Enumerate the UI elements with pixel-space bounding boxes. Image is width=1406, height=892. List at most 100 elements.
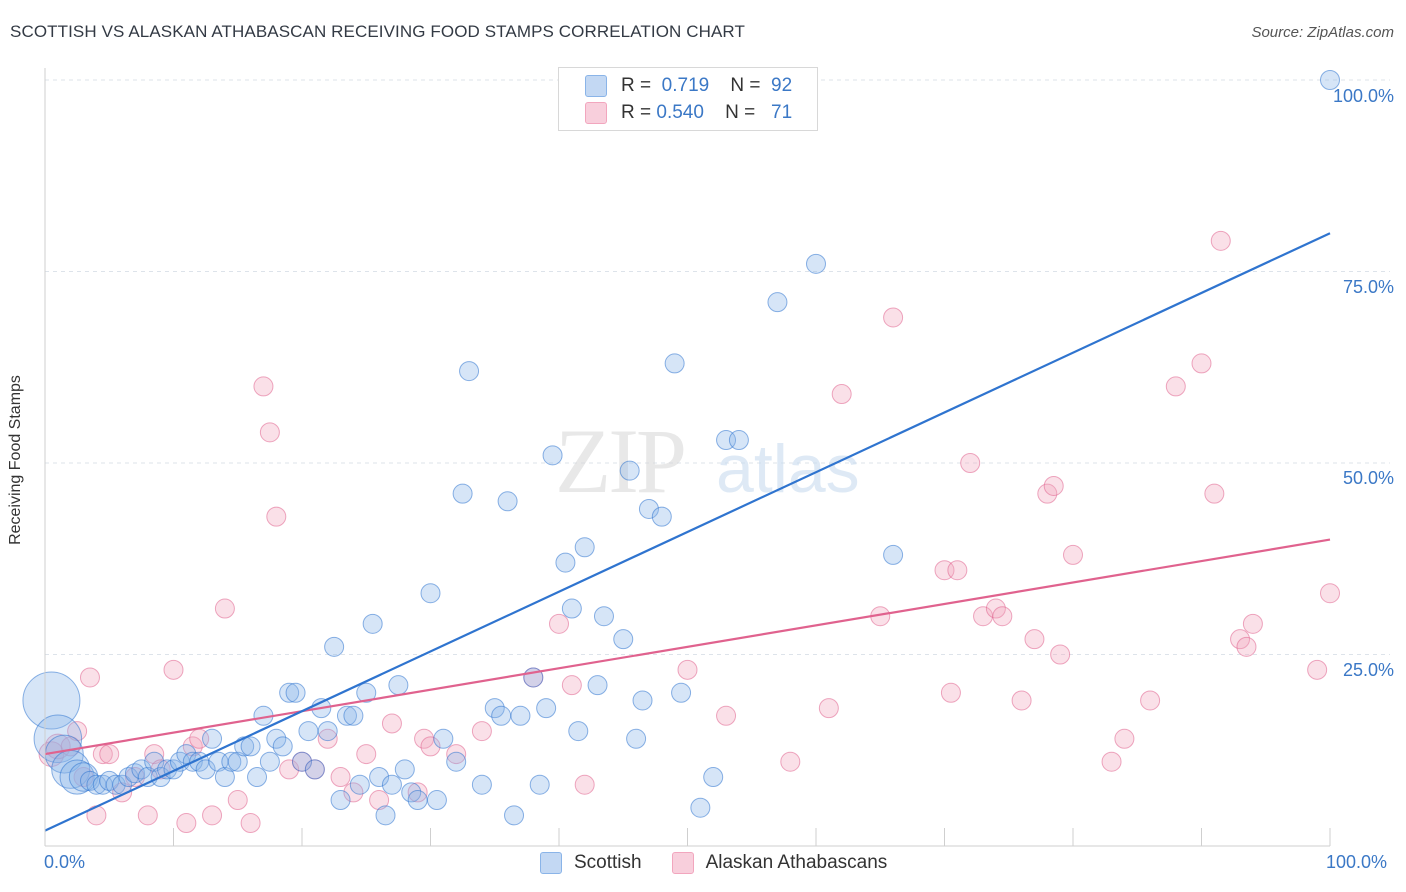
scottish-point [279,682,300,703]
zipatlas-watermark: ZIP atlas [555,410,860,512]
scottish-point [317,721,338,742]
scottish-point [420,583,441,604]
alaskan-point [446,744,467,765]
scottish-point [568,721,589,742]
alaskan-point [1320,583,1340,604]
scottish-point [728,430,749,451]
scottish-point [452,483,473,504]
alaskan-point [369,790,390,811]
gridlines [45,79,1390,655]
scottish-point [292,751,312,772]
scottish-point [381,774,402,795]
alaskan-point [73,767,94,788]
x-tick-100: 100.0% [1326,852,1388,872]
alaskan-legend-label: Alaskan Athabascans [705,852,888,873]
scottish-point [529,774,550,795]
scottish-point [555,552,576,573]
alaskan-point [818,698,839,719]
scottish-point [59,759,95,795]
alaskan-n-value: 71 [771,102,793,123]
scottish-point [124,763,145,784]
alaskan-point [407,782,428,803]
alaskan-point [240,813,261,834]
legend-item-alaskan[interactable]: Alaskan Athabascans [671,852,888,874]
scottish-point [356,682,377,703]
scottish-point [536,698,557,719]
alaskan-point [1140,690,1161,711]
axes [44,68,1331,847]
alaskan-point [883,307,904,328]
scottish-point [651,506,672,527]
scottish-point [446,751,467,772]
scottish-point [574,537,595,558]
alaskan-swatch [671,852,694,874]
alaskan-point [1114,728,1135,749]
scottish-point [247,767,268,788]
trend-lines [44,232,1331,832]
scottish-point [394,759,415,780]
x-tick-0: 0.0% [44,852,86,872]
alaskan-point [574,774,595,795]
scottish-point [587,675,608,696]
scottish-point [806,253,826,274]
alaskan-point [549,613,569,634]
alaskan-point [317,728,338,749]
legend-item-scottish[interactable]: Scottish [540,852,642,874]
scottish-point [671,682,692,703]
alaskan-point [561,675,582,696]
scottish-point [593,606,614,627]
alaskan-point [79,667,100,688]
scottish-point [202,728,223,749]
alaskan-point [137,805,158,826]
alaskan-point [99,744,120,765]
alaskan-point [1050,644,1071,665]
scottish-point [369,767,390,788]
scottish-point [362,613,383,634]
scottish-n-value: 92 [771,75,793,96]
scottish-point [285,682,306,703]
scottish-swatch [540,852,562,874]
scottish-point [343,705,364,726]
scottish-point [388,675,409,696]
source-label: Source: ZipAtlas.com [1251,24,1394,41]
scottish-point [510,705,531,726]
alaskan-point [163,659,184,680]
alaskan-point [356,744,377,765]
scottish-point [619,460,640,481]
watermark-zip: ZIP [555,410,684,512]
scottish-point [214,767,235,788]
scottish-legend-label: Scottish [574,852,642,873]
scottish-point [433,728,454,749]
alaskan-point [330,767,351,788]
n-label: N = [730,75,761,96]
alaskan-point [940,682,961,703]
scottish-point [99,770,120,791]
alaskan-point [1191,353,1212,374]
scottish-point [613,629,634,650]
alaskan-point [202,805,223,826]
scottish-points [22,70,1340,826]
scottish-point [22,671,81,730]
alaskan-trend-line [44,538,1331,756]
alaskan-swatch [585,102,607,124]
scottish-point [1320,70,1340,90]
scottish-point [240,736,261,757]
alaskan-point [1101,751,1122,772]
scottish-point [471,774,492,795]
r-label: R = [621,75,652,96]
y-tick-75: 75.0% [1342,277,1394,297]
scottish-point [375,805,396,826]
scottish-point [221,751,242,772]
alaskan-point [1242,613,1263,634]
alaskan-point [1165,376,1186,397]
scottish-point [426,790,447,811]
alaskan-point [1024,629,1045,650]
scottish-point [638,498,659,519]
scottish-point [144,751,165,772]
alaskan-point [1236,636,1257,657]
y-tick-100: 100.0% [1332,86,1394,106]
chart-title: SCOTTISH VS ALASKAN ATHABASCAN RECEIVING… [10,22,745,41]
alaskan-point [1043,475,1064,496]
r-label: R = [621,102,652,123]
